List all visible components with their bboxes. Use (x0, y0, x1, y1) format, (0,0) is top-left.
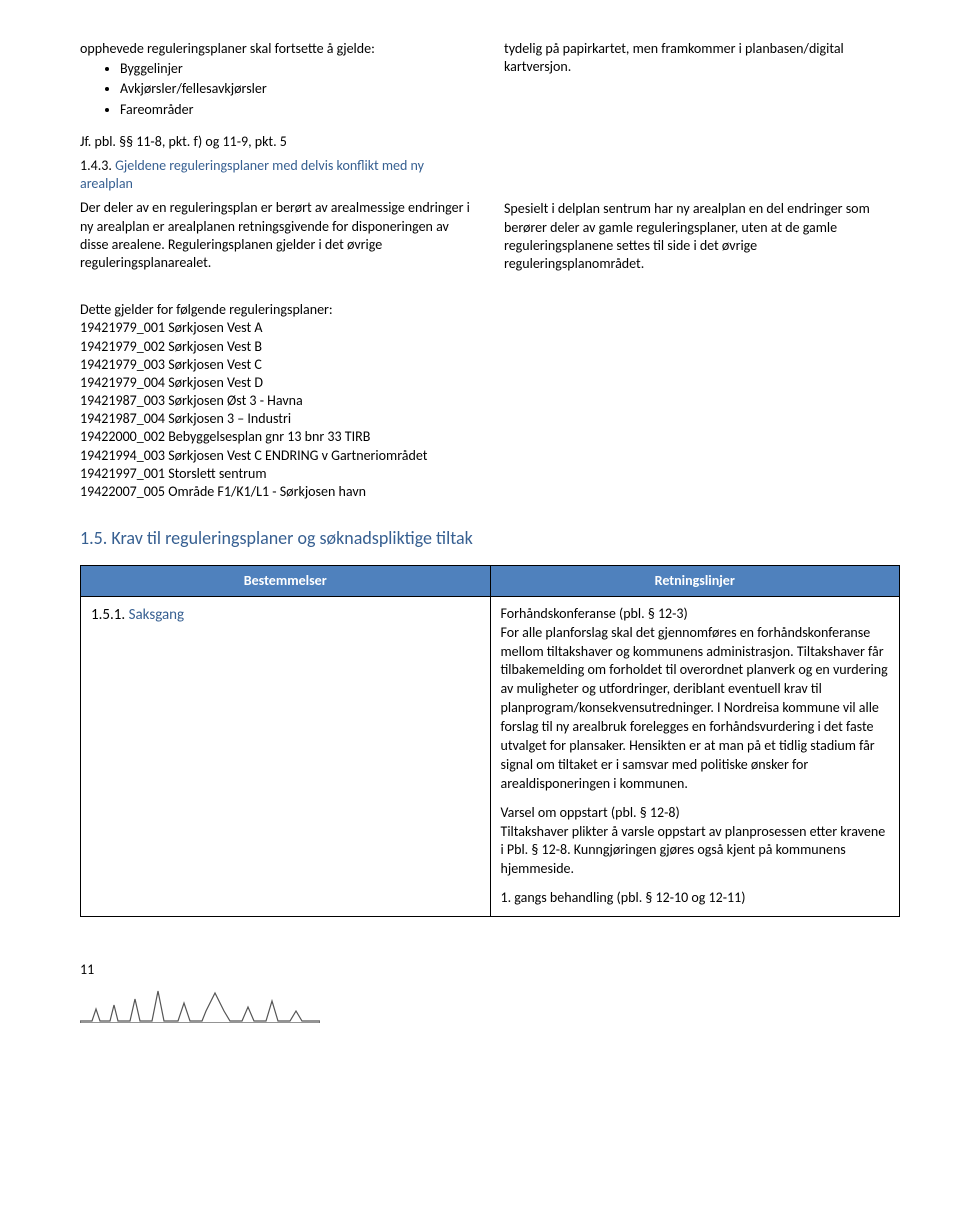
plans-column: Dette gjelder for følgende reguleringspl… (80, 301, 476, 501)
guideline-title: 1. gangs behandling (pbl. § 12-10 og 12-… (501, 889, 746, 906)
subsection-title: Saksgang (129, 606, 185, 624)
skyline-icon (80, 981, 320, 1023)
plan-item: 19421979_004 Sørkjosen Vest D (80, 374, 476, 392)
guidelines-table: Bestemmelser Retningslinjer 1.5.1. Saksg… (80, 565, 900, 918)
section-1-5-heading: 1.5. Krav til reguleringsplaner og søkna… (80, 527, 900, 550)
guideline-body: For alle planforslag skal det gjennomfør… (501, 624, 888, 792)
subsection-number: 1.5.1. (91, 606, 125, 624)
guideline-body: Tiltakshaver plikter å varsle oppstart a… (501, 823, 886, 878)
list-item: Fareområder (120, 101, 476, 119)
plan-item: 19421997_001 Storslett sentrum (80, 465, 476, 483)
left-column: opphevede reguleringsplaner skal fortset… (80, 40, 476, 273)
bullet-list: Byggelinjer Avkjørsler/fellesavkjørsler … (80, 60, 476, 119)
guideline-title: Forhåndskonferanse (pbl. § 12-3) (501, 605, 688, 622)
plan-item: 19422007_005 Område F1/K1/L1 - Sørkjosen… (80, 483, 476, 501)
column-header-bestemmelser: Bestemmelser (81, 565, 491, 596)
column-header-retningslinjer: Retningslinjer (490, 565, 900, 596)
guideline-title: Varsel om oppstart (pbl. § 12-8) (501, 804, 680, 821)
top-content-grid: opphevede reguleringsplaner skal fortset… (80, 40, 900, 273)
plan-item: 19421979_001 Sørkjosen Vest A (80, 319, 476, 337)
list-item: Byggelinjer (120, 60, 476, 78)
plans-grid: Dette gjelder for følgende reguleringspl… (80, 301, 900, 501)
plan-item: 19421987_003 Sørkjosen Øst 3 - Havna (80, 392, 476, 410)
plans-right-empty (504, 301, 900, 501)
plan-item: 19421994_003 Sørkjosen Vest C ENDRING v … (80, 447, 476, 465)
page-number: 11 (80, 961, 94, 979)
section-paragraph-left: Der deler av en reguleringsplan er berør… (80, 199, 476, 272)
plan-item: 19421987_004 Sørkjosen 3 – Industri (80, 410, 476, 428)
subsection-1-5-1-heading: 1.5.1. Saksgang (91, 605, 480, 625)
section-title: Gjeldene reguleringsplaner med delvis ko… (80, 157, 424, 192)
reference-text: Jf. pbl. §§ 11-8, pkt. f) og 11-9, pkt. … (80, 133, 476, 151)
section-number: 1.4.3. (80, 157, 112, 174)
spacer (504, 76, 900, 194)
right-column: tydelig på papirkartet, men framkommer i… (504, 40, 900, 273)
table-row: 1.5.1. Saksgang Forhåndskonferanse (pbl.… (81, 596, 900, 916)
intro-text: opphevede reguleringsplaner skal fortset… (80, 40, 476, 58)
plan-item: 19422000_002 Bebyggelsesplan gnr 13 bnr … (80, 428, 476, 446)
guideline-block-1: Forhåndskonferanse (pbl. § 12-3) For all… (501, 605, 890, 794)
plans-intro: Dette gjelder for følgende reguleringspl… (80, 301, 476, 319)
list-item: Avkjørsler/fellesavkjørsler (120, 80, 476, 98)
table-header-row: Bestemmelser Retningslinjer (81, 565, 900, 596)
right-intro-text: tydelig på papirkartet, men framkommer i… (504, 40, 900, 76)
guideline-block-3: 1. gangs behandling (pbl. § 12-10 og 12-… (501, 889, 890, 908)
section-1-4-3-heading: 1.4.3. Gjeldene reguleringsplaner med de… (80, 157, 476, 193)
plan-item: 19421979_003 Sørkjosen Vest C (80, 356, 476, 374)
cell-bestemmelser: 1.5.1. Saksgang (81, 596, 491, 916)
cell-retningslinjer: Forhåndskonferanse (pbl. § 12-3) For all… (490, 596, 900, 916)
page-footer: 11 (80, 953, 900, 1023)
plan-item: 19421979_002 Sørkjosen Vest B (80, 338, 476, 356)
section-paragraph-right: Spesielt i delplan sentrum har ny arealp… (504, 200, 900, 273)
guideline-block-2: Varsel om oppstart (pbl. § 12-8) Tiltaks… (501, 804, 890, 880)
